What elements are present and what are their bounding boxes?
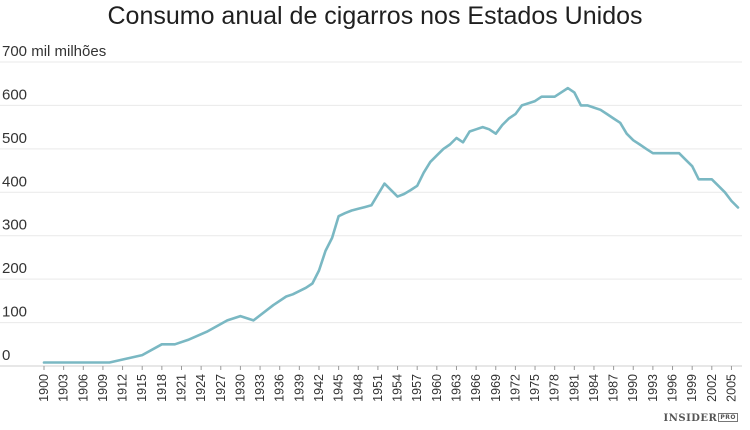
- y-tick-label: 500: [2, 130, 27, 147]
- y-tick-label: 700 mil milhões: [2, 43, 106, 60]
- x-tick-label: 1900: [37, 374, 51, 402]
- x-tick-label: 1996: [666, 374, 680, 402]
- y-tick-label: 100: [2, 304, 27, 321]
- x-tick-label: 1927: [214, 374, 228, 402]
- x-tick-label: 1999: [685, 374, 699, 402]
- x-tick-label: 1990: [626, 374, 640, 402]
- x-tick-label: 1963: [449, 374, 463, 402]
- x-tick-label: 1921: [174, 374, 188, 402]
- x-tick-label: 1936: [273, 374, 287, 402]
- x-tick-label: 1939: [292, 374, 306, 402]
- grid-lines: [0, 61, 742, 367]
- x-axis-ticks: 1900 1903 1906 1909 1912 1915 1918 1921 1924 1927…: [37, 366, 738, 402]
- x-tick-label: 1978: [548, 374, 562, 402]
- y-tick-label: 300: [2, 217, 27, 234]
- source-logo: INSIDER PRO: [663, 413, 738, 424]
- x-tick-label: 1972: [508, 374, 522, 402]
- x-tick-label: 1918: [155, 374, 169, 402]
- x-tick-label: 1987: [607, 374, 621, 402]
- x-tick-label: 1993: [646, 374, 660, 402]
- y-tick-label: 400: [2, 173, 27, 190]
- series-layer: [42, 86, 740, 364]
- x-tick-label: 1954: [391, 374, 405, 402]
- x-tick-label: 1942: [312, 374, 326, 402]
- x-tick-label: 1969: [489, 374, 503, 402]
- x-tick-label: 1975: [528, 374, 542, 402]
- x-tick-label: 1903: [57, 374, 71, 402]
- x-tick-label: 1984: [587, 374, 601, 402]
- x-tick-label: 2002: [705, 374, 719, 402]
- x-tick-label: 1933: [253, 374, 267, 402]
- x-tick-label: 1906: [76, 374, 90, 402]
- y-tick-label: 0: [2, 347, 10, 364]
- y-tick-label: 200: [2, 260, 27, 277]
- x-tick-label: 1912: [116, 374, 130, 402]
- chart-title: Consumo anual de cigarros nos Estados Un…: [107, 2, 643, 30]
- consumption-line: [42, 86, 740, 364]
- x-tick-label: 1915: [135, 374, 149, 402]
- x-tick-label: 1930: [233, 374, 247, 402]
- x-tick-label: 1957: [410, 374, 424, 402]
- x-tick-label: 1981: [567, 374, 581, 402]
- x-tick-label: 1909: [96, 374, 110, 402]
- y-tick-label: 600: [2, 86, 27, 103]
- x-tick-label: 1924: [194, 374, 208, 402]
- x-tick-label: 1945: [332, 374, 346, 402]
- x-tick-label: 1951: [371, 374, 385, 402]
- x-tick-label: 1948: [351, 374, 365, 402]
- y-axis-ticks: 0 100 200 300 400 500 600 700 mil milhões: [2, 43, 106, 364]
- x-tick-label: 2005: [724, 374, 738, 402]
- x-tick-label: 1966: [469, 374, 483, 402]
- x-tick-label: 1960: [430, 374, 444, 402]
